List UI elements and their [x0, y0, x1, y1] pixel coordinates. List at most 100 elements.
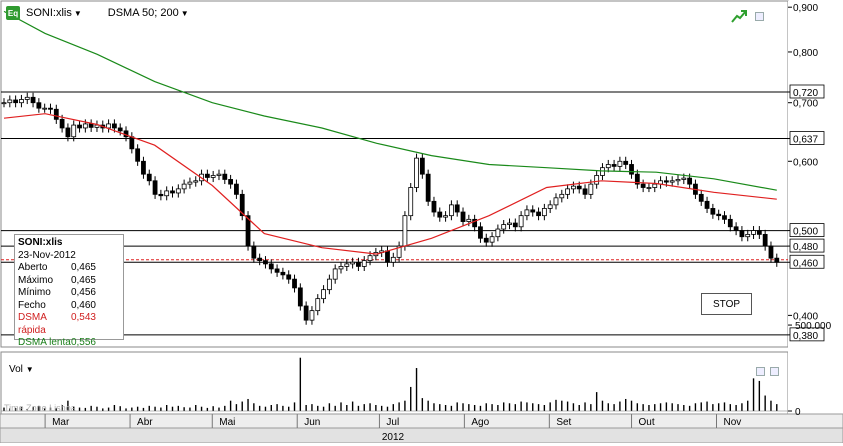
candle [146, 173, 152, 182]
candle [774, 257, 780, 263]
candle [141, 160, 146, 175]
candle [617, 160, 623, 167]
candle [530, 209, 536, 213]
ohlc-infobox: SONI:xlis 23-Nov-2012 Aberto 0,465 Máximo… [14, 234, 124, 348]
candle [722, 215, 727, 220]
candle [652, 183, 658, 188]
candle [175, 188, 181, 194]
candle [454, 204, 460, 213]
infobox-label: DSMA lenta [18, 337, 71, 348]
stop-annotation[interactable]: STOP [701, 293, 752, 315]
candles [1, 92, 780, 325]
candle [640, 183, 646, 188]
symbol-selector[interactable]: SONI:xlis ▼ [26, 7, 82, 19]
infobox-value: 0,465 [70, 274, 96, 286]
month-label: Jul [386, 417, 399, 428]
candle [106, 123, 111, 129]
candle [669, 180, 675, 183]
candle [111, 123, 117, 129]
candle [739, 230, 745, 238]
candle [7, 99, 13, 104]
indicator-selector[interactable]: DSMA 50; 200 ▼ [108, 7, 189, 19]
candle [611, 164, 617, 167]
infobox-row-low: Mínimo 0,456 [18, 287, 120, 300]
candle [309, 310, 315, 321]
candle [71, 124, 77, 138]
candle [460, 211, 466, 222]
infobox-row-fast-ma: DSMA rápida 0,543 [18, 312, 120, 337]
candle [390, 256, 396, 263]
candle [466, 218, 472, 222]
chevron-down-icon: ▼ [180, 9, 189, 18]
candle [762, 233, 768, 247]
candle [483, 237, 489, 243]
volume-panel [0, 351, 789, 415]
candle [414, 157, 419, 188]
candle [576, 185, 582, 190]
price-tick-label: 0,700 [793, 99, 818, 110]
candle [385, 250, 390, 263]
maximize-icon[interactable] [756, 367, 765, 376]
candle [768, 245, 774, 259]
candle [204, 173, 210, 178]
candle [234, 183, 239, 195]
candle [257, 257, 263, 262]
price-panel [0, 0, 789, 348]
month-label: Jun [304, 417, 320, 428]
candle [216, 173, 222, 176]
equity-icon[interactable]: Eq [6, 6, 20, 20]
infobox-row-slow-ma: DSMA lenta 0,556 [18, 337, 120, 350]
candle [663, 180, 669, 183]
candle [565, 188, 571, 195]
slow-ma-line [3, 10, 777, 191]
candle [13, 99, 19, 104]
candle [65, 127, 71, 138]
candle [170, 190, 175, 194]
volume-axis: 500.000 0 [788, 321, 832, 418]
candle [501, 224, 507, 230]
candle [77, 124, 82, 129]
candle [361, 260, 367, 267]
candle [681, 177, 687, 180]
candle [42, 107, 48, 110]
candle [704, 200, 710, 209]
volume-label: Vol [9, 364, 23, 375]
candle [286, 274, 292, 280]
symbol-label: SONI:xlis [26, 7, 72, 19]
candle [187, 181, 193, 185]
month-label: Mai [219, 417, 235, 428]
candle [646, 187, 652, 189]
candle [367, 255, 373, 262]
candle [94, 124, 100, 128]
candle [53, 108, 59, 120]
chart-controls [731, 9, 764, 23]
candle [431, 200, 437, 213]
chevron-down-icon: ▼ [25, 365, 34, 374]
infobox-row-open: Aberto 0,465 [18, 262, 120, 275]
candle [594, 175, 600, 185]
maximize-icon[interactable] [755, 11, 764, 21]
candle [571, 185, 576, 190]
candle [559, 193, 565, 199]
moving-averages [3, 10, 777, 255]
volume-selector[interactable]: Vol ▼ [9, 364, 34, 375]
infobox-date: 23-Nov-2012 [18, 249, 76, 261]
month-labels: Mar Abr Mai Jun Jul Ago Set Out Nov [44, 414, 741, 428]
candle [297, 287, 303, 307]
chevron-down-icon: ▼ [73, 9, 82, 18]
candle [164, 190, 170, 197]
close-panel-icon[interactable] [770, 367, 779, 376]
candle [135, 148, 141, 162]
indicator-label: DSMA 50; 200 [107, 7, 179, 19]
candle [129, 136, 135, 150]
trend-up-icon[interactable] [731, 9, 747, 23]
infobox-title: SONI:xlis [18, 237, 63, 248]
year-axis [0, 427, 843, 444]
candle [88, 123, 94, 128]
candle [48, 107, 53, 110]
price-axis-area [788, 1, 842, 414]
candle [751, 230, 756, 235]
candle [158, 193, 164, 197]
price-tick-label: 0,900 [793, 3, 818, 14]
candle [472, 218, 478, 228]
